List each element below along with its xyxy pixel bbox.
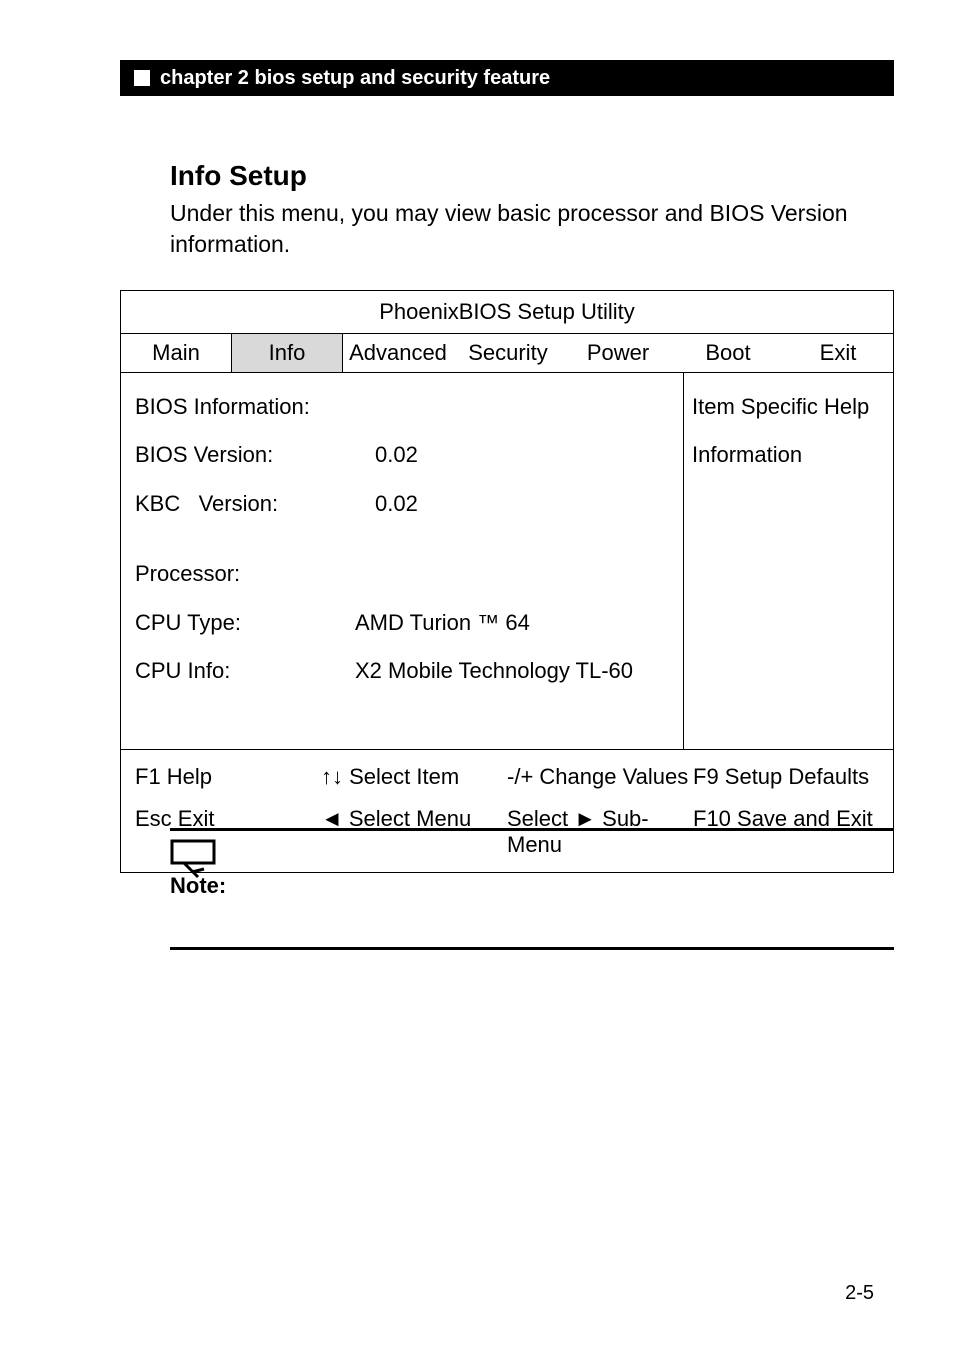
note-rule-bottom (170, 947, 894, 950)
cpu-type-row: CPU Type: AMD Turion ™ 64 (135, 599, 669, 647)
bios-tabs-row: Main Info Advanced Security Power Boot E… (121, 334, 893, 373)
bios-content-row: BIOS Information: BIOS Version: 0.02 KBC… (121, 373, 893, 749)
bios-information-label: BIOS Information: (135, 383, 669, 431)
bios-content-left: BIOS Information: BIOS Version: 0.02 KBC… (121, 373, 683, 749)
section-title: Info Setup (170, 160, 307, 192)
note-block: Note: (170, 828, 894, 950)
item-specific-help: Item Specific Help (692, 383, 885, 431)
bios-utility-title: PhoenixBIOS Setup Utility (121, 291, 893, 334)
bios-version-label: BIOS Version: (135, 431, 315, 479)
spacer (135, 528, 669, 550)
f1-help: F1 Help (135, 764, 321, 790)
information-label: Information (692, 431, 885, 479)
change-values: -/+ Change Values (507, 764, 693, 790)
page-number: 2-5 (845, 1282, 874, 1305)
section-body: Under this menu, you may view basic proc… (170, 198, 894, 260)
chapter-header-text: chapter 2 bios setup and security featur… (160, 67, 550, 90)
bios-content-right: Item Specific Help Information (683, 373, 893, 749)
tab-exit[interactable]: Exit (783, 334, 893, 372)
chapter-header-bar: chapter 2 bios setup and security featur… (120, 60, 894, 96)
tab-power[interactable]: Power (563, 334, 673, 372)
bios-version-row: BIOS Version: 0.02 (135, 431, 669, 479)
cpu-type-value: AMD Turion ™ 64 (315, 599, 669, 647)
bios-footer-row1: F1 Help ↑↓ Select Item -/+ Change Values… (121, 749, 893, 798)
bios-setup-table: PhoenixBIOS Setup Utility Main Info Adva… (120, 290, 894, 873)
bios-version-value: 0.02 (315, 431, 669, 479)
cpu-info-label: CPU Info: (135, 647, 315, 695)
tab-info[interactable]: Info (231, 334, 343, 372)
select-item: ↑↓ Select Item (321, 764, 507, 790)
header-square-icon (134, 70, 150, 86)
cpu-info-value: X2 Mobile Technology TL-60 (315, 647, 669, 695)
tab-main[interactable]: Main (121, 334, 231, 372)
tab-boot[interactable]: Boot (673, 334, 783, 372)
note-rule-top (170, 828, 894, 831)
kbc-version-value: 0.02 (315, 480, 669, 528)
kbc-version-row: KBC Version: 0.02 (135, 480, 669, 528)
tab-security[interactable]: Security (453, 334, 563, 372)
kbc-version-label: KBC Version: (135, 480, 315, 528)
tab-advanced[interactable]: Advanced (343, 334, 453, 372)
spacer (135, 695, 669, 725)
processor-label: Processor: (135, 550, 669, 598)
note-label: Note: (170, 873, 894, 899)
cpu-type-label: CPU Type: (135, 599, 315, 647)
f9-defaults: F9 Setup Defaults (693, 764, 879, 790)
cpu-info-row: CPU Info: X2 Mobile Technology TL-60 (135, 647, 669, 695)
